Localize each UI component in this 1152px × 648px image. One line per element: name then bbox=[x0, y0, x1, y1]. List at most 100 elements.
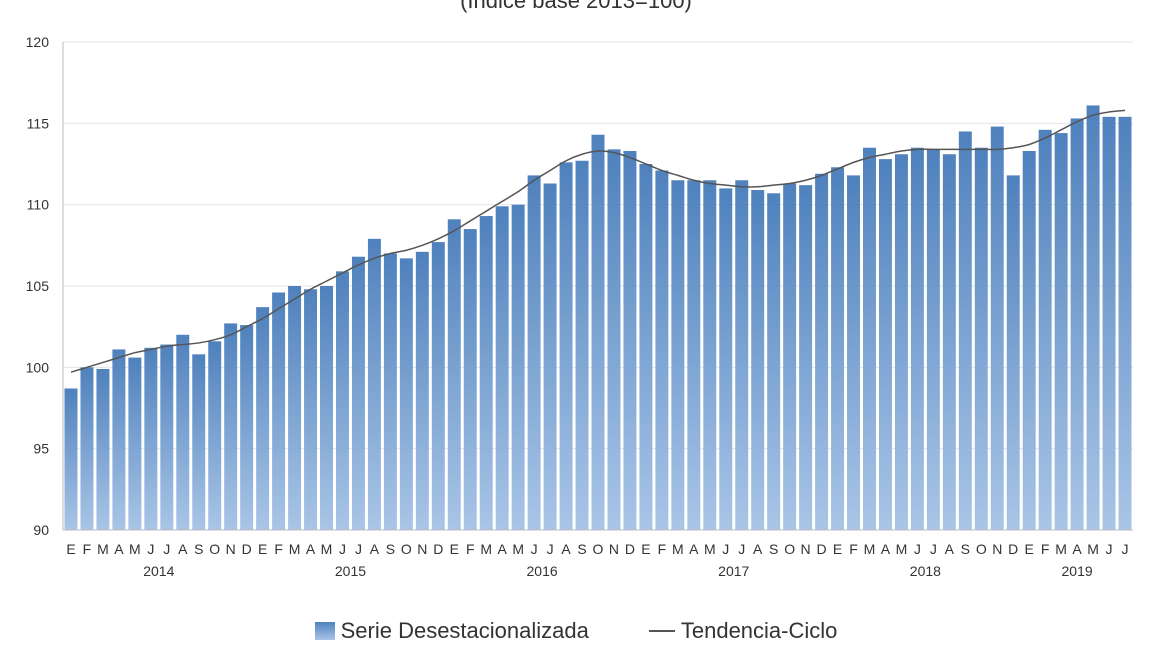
bar bbox=[144, 347, 158, 530]
bar bbox=[990, 126, 1004, 530]
bar bbox=[703, 180, 717, 530]
x-tick-label: J bbox=[163, 541, 170, 557]
x-tick-label: J bbox=[1122, 541, 1129, 557]
x-tick-label: M bbox=[896, 541, 908, 557]
y-tick-label: 90 bbox=[33, 522, 49, 538]
bar bbox=[112, 349, 126, 530]
x-tick-label: S bbox=[769, 541, 778, 557]
chart-title: (Índice base 2013=100) bbox=[460, 0, 692, 13]
year-label: 2016 bbox=[527, 563, 558, 579]
x-tick-label: A bbox=[178, 541, 188, 557]
legend-item-line: Tendencia-Ciclo bbox=[648, 618, 837, 644]
bar bbox=[847, 175, 861, 531]
x-tick-label: F bbox=[658, 541, 667, 557]
bar bbox=[415, 251, 429, 530]
bar bbox=[64, 388, 78, 530]
x-tick-label: A bbox=[114, 541, 124, 557]
bar bbox=[367, 238, 381, 530]
bar bbox=[288, 286, 302, 530]
x-tick-label: E bbox=[641, 541, 650, 557]
y-tick-label: 100 bbox=[26, 359, 50, 375]
bar bbox=[910, 147, 924, 530]
bar bbox=[479, 216, 493, 530]
y-tick-label: 110 bbox=[27, 197, 50, 213]
x-tick-label: J bbox=[914, 541, 921, 557]
legend-swatch-bars bbox=[314, 622, 335, 640]
x-tick-label: M bbox=[672, 541, 684, 557]
x-tick-label: F bbox=[1041, 541, 1050, 557]
bar bbox=[208, 341, 222, 530]
bar bbox=[320, 286, 333, 530]
bar bbox=[783, 183, 797, 530]
x-tick-label: J bbox=[738, 541, 745, 557]
y-tick-label: 120 bbox=[26, 34, 50, 50]
bar bbox=[495, 206, 509, 530]
year-label: 2017 bbox=[718, 563, 749, 579]
bar bbox=[399, 258, 413, 530]
bar bbox=[80, 367, 94, 530]
x-tick-label: E bbox=[1025, 541, 1034, 557]
x-tick-label: A bbox=[1072, 541, 1082, 557]
x-tick-label: M bbox=[1055, 541, 1067, 557]
x-tick-label: A bbox=[881, 541, 891, 557]
x-tick-label: M bbox=[1087, 541, 1099, 557]
x-tick-label: E bbox=[450, 541, 459, 557]
bar bbox=[431, 242, 445, 530]
x-tick-label: E bbox=[66, 541, 75, 557]
bar bbox=[128, 357, 142, 530]
year-label: 2018 bbox=[910, 563, 941, 579]
bar bbox=[815, 173, 829, 530]
bar bbox=[224, 323, 238, 530]
bar bbox=[96, 368, 110, 530]
bar bbox=[671, 180, 685, 530]
bar bbox=[575, 160, 589, 530]
bar bbox=[447, 219, 461, 530]
bar bbox=[831, 167, 845, 530]
x-tick-label: A bbox=[753, 541, 763, 557]
legend-item-bars: Serie Desestacionalizada bbox=[314, 618, 589, 644]
x-tick-label: S bbox=[386, 541, 395, 557]
x-tick-label: O bbox=[401, 541, 412, 557]
bar bbox=[863, 147, 876, 530]
bar bbox=[1038, 129, 1052, 530]
bar bbox=[1022, 150, 1036, 530]
year-label: 2015 bbox=[335, 563, 366, 579]
bar bbox=[160, 344, 174, 530]
bar bbox=[623, 150, 637, 530]
x-tick-label: F bbox=[849, 541, 858, 557]
bar bbox=[511, 204, 525, 530]
x-tick-label: A bbox=[306, 541, 316, 557]
bar bbox=[176, 334, 190, 530]
x-tick-label: F bbox=[274, 541, 283, 557]
bar bbox=[591, 134, 605, 530]
x-tick-label: J bbox=[339, 541, 346, 557]
year-label: 2019 bbox=[1062, 563, 1093, 579]
bar bbox=[894, 154, 908, 531]
bar bbox=[1054, 133, 1068, 531]
bar bbox=[639, 164, 653, 530]
bar bbox=[735, 180, 749, 530]
bar bbox=[272, 292, 286, 530]
x-tick-label: J bbox=[1106, 541, 1113, 557]
x-tick-label: M bbox=[289, 541, 301, 557]
bar bbox=[1070, 118, 1084, 530]
x-tick-label: A bbox=[370, 541, 380, 557]
bar bbox=[926, 149, 940, 531]
x-tick-label: M bbox=[97, 541, 109, 557]
x-tick-label: N bbox=[609, 541, 619, 557]
bar bbox=[655, 170, 669, 531]
bar bbox=[958, 131, 972, 530]
legend-swatch-line bbox=[648, 630, 675, 632]
x-tick-label: A bbox=[689, 541, 699, 557]
x-tick-label: J bbox=[547, 541, 554, 557]
x-tick-label: M bbox=[864, 541, 876, 557]
x-tick-label: E bbox=[258, 541, 267, 557]
bar bbox=[1086, 105, 1100, 530]
bar bbox=[192, 354, 206, 530]
bar bbox=[687, 180, 701, 530]
x-tick-label: A bbox=[498, 541, 508, 557]
x-tick-label: A bbox=[561, 541, 571, 557]
x-tick-label: M bbox=[480, 541, 492, 557]
x-tick-label: D bbox=[433, 541, 443, 557]
